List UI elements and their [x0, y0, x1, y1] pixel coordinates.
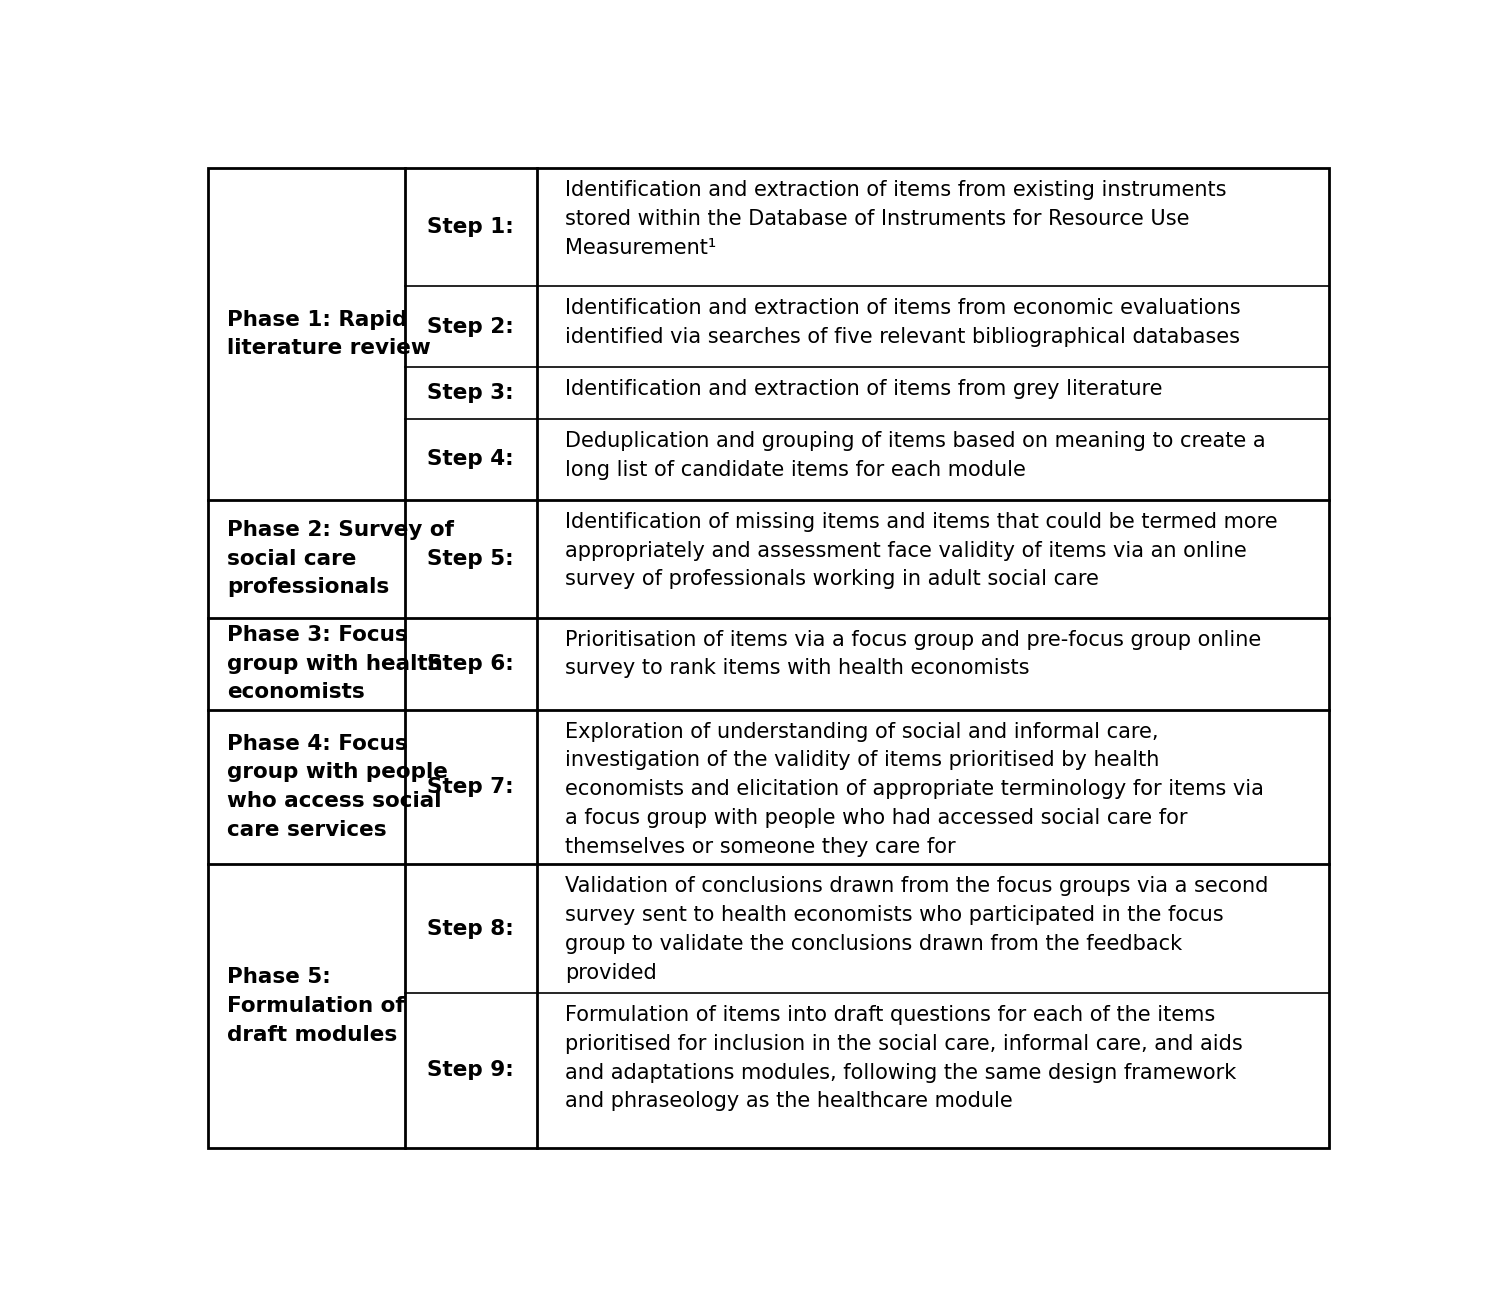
Text: Exploration of understanding of social and informal care,
investigation of the v: Exploration of understanding of social a…	[564, 722, 1263, 857]
Text: Step 4:: Step 4:	[427, 450, 514, 469]
Text: Step 5:: Step 5:	[427, 549, 514, 568]
Text: Phase 3: Focus
group with health
economists: Phase 3: Focus group with health economi…	[226, 624, 442, 702]
Text: Phase 4: Focus
group with people
who access social
care services: Phase 4: Focus group with people who acc…	[226, 734, 448, 840]
Text: Step 7:: Step 7:	[427, 777, 514, 797]
Text: Step 3:: Step 3:	[427, 383, 514, 403]
Text: Phase 1: Rapid
literature review: Phase 1: Rapid literature review	[226, 310, 430, 358]
Text: Phase 5:
Formulation of
draft modules: Phase 5: Formulation of draft modules	[226, 967, 405, 1045]
Text: Deduplication and grouping of items based on meaning to create a
long list of ca: Deduplication and grouping of items base…	[564, 431, 1266, 480]
Text: Prioritisation of items via a focus group and pre-focus group online
survey to r: Prioritisation of items via a focus grou…	[564, 629, 1262, 679]
Text: Validation of conclusions drawn from the focus groups via a second
survey sent t: Validation of conclusions drawn from the…	[564, 876, 1268, 982]
Text: Identification and extraction of items from existing instruments
stored within t: Identification and extraction of items f…	[564, 180, 1226, 258]
Text: Identification and extraction of items from grey literature: Identification and extraction of items f…	[564, 379, 1162, 399]
Text: Step 1:: Step 1:	[427, 218, 514, 237]
Text: Phase 2: Survey of
social care
professionals: Phase 2: Survey of social care professio…	[226, 520, 454, 597]
Text: Identification of missing items and items that could be termed more
appropriatel: Identification of missing items and item…	[564, 512, 1278, 589]
Text: Formulation of items into draft questions for each of the items
prioritised for : Formulation of items into draft question…	[564, 1005, 1242, 1111]
Text: Step 6:: Step 6:	[427, 654, 514, 674]
Text: Identification and extraction of items from economic evaluations
identified via : Identification and extraction of items f…	[564, 298, 1240, 347]
Text: Step 8:: Step 8:	[427, 919, 514, 938]
Text: Step 2:: Step 2:	[427, 317, 514, 336]
Text: Step 9:: Step 9:	[427, 1061, 514, 1080]
